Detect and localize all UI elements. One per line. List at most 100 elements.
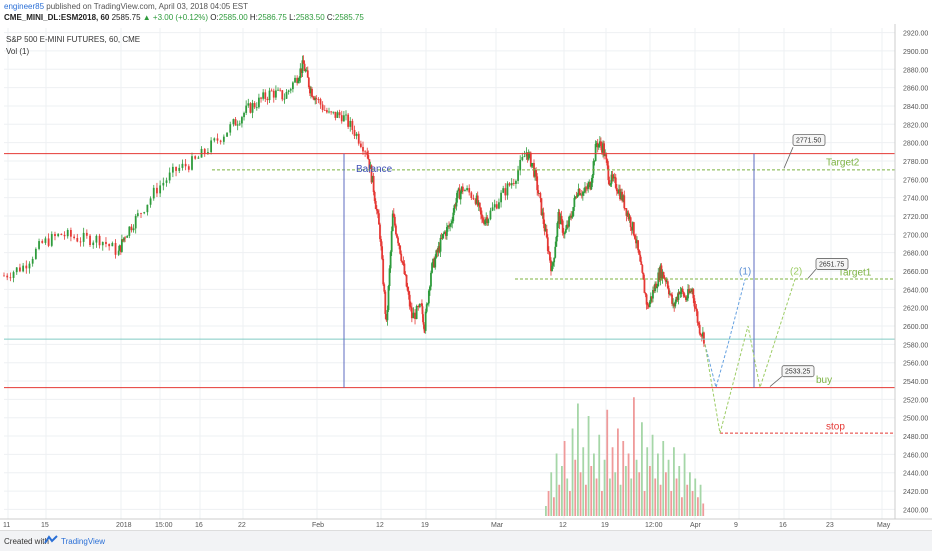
candle-body (389, 251, 392, 269)
candle-body (424, 311, 427, 331)
candle-body (592, 161, 595, 176)
candle-body (561, 220, 564, 233)
candle-body (487, 219, 490, 224)
candle-body (440, 237, 443, 239)
candle-body (143, 212, 146, 214)
tradingview-brand[interactable]: TradingView (61, 537, 106, 546)
candle-body (323, 109, 326, 111)
candle-body (644, 292, 647, 295)
volume-bar (579, 472, 582, 516)
candle-body (22, 265, 25, 272)
price-tick-label: 2760.00 (903, 177, 928, 184)
created-with-text: Created with (4, 537, 49, 546)
time-axis[interactable]: 11 15 2018 15:00 16 22 Feb 12 19 Mar 12 19 12:00 Apr 9… (0, 518, 932, 529)
candle-body (114, 242, 117, 255)
candle-body (378, 213, 380, 225)
candle-body (438, 246, 441, 252)
candle-body (262, 92, 265, 99)
author-link[interactable]: engineer85 (4, 2, 45, 11)
volume-bar (651, 434, 654, 516)
candle-body (275, 90, 277, 98)
candle-body (629, 217, 632, 228)
candle-body (417, 306, 420, 308)
price-chart[interactable]: S&P 500 E-MINI FUTURES, 60, CME Vol (1) … (0, 24, 932, 530)
symbol-label[interactable]: CME_MINI_DL:ESM2018, 60 (4, 13, 110, 22)
candle-body (692, 288, 695, 299)
candle-body (457, 188, 460, 191)
price-tick-label: 2600.00 (903, 324, 928, 331)
candle-body (506, 183, 509, 196)
candle-body (610, 174, 613, 184)
candle-body (534, 170, 536, 177)
candle-body (414, 312, 416, 319)
price-tick-label: 2820.00 (903, 122, 928, 129)
candle-body (510, 183, 513, 186)
price-axis[interactable]: 2920.00 2900.00 2880.00 2860.00 2840.00 2820.… (894, 24, 932, 530)
candle-body (696, 311, 699, 323)
time-tick-label: 2018 (116, 522, 132, 529)
candle-body (543, 224, 546, 232)
candle-body (369, 165, 372, 169)
callout-target2-pointer (783, 147, 794, 169)
candle-body (76, 238, 79, 242)
candle-body (281, 90, 284, 100)
volume-bar (571, 428, 574, 516)
candle-body (609, 183, 612, 186)
volume-bar (675, 478, 678, 516)
candle-body (405, 274, 408, 287)
candle-body (675, 297, 678, 302)
candle-body (590, 182, 593, 190)
candle-body (207, 152, 209, 154)
candle-body (665, 281, 668, 283)
callout-target1-pointer (807, 268, 817, 279)
candle-body (615, 187, 618, 192)
volume-bar (702, 503, 705, 516)
candle-body (334, 111, 337, 118)
candle-body (536, 176, 539, 191)
volume-bar (638, 472, 641, 516)
candle-body (175, 166, 177, 171)
price-tick-label: 2460.00 (903, 452, 928, 459)
volume-bar (563, 441, 566, 516)
candle-body (34, 248, 37, 259)
candle-body (50, 233, 53, 246)
volume-bar (625, 466, 627, 516)
callout-target2-box (792, 134, 826, 147)
candle-body (578, 188, 581, 196)
chart-area[interactable]: S&P 500 E-MINI FUTURES, 60, CME Vol (1) … (0, 24, 932, 530)
candle-body (219, 140, 222, 142)
candle-body (234, 119, 237, 126)
candle-body (539, 193, 542, 199)
balance-label: Balance (356, 164, 393, 175)
candle-body (551, 265, 553, 272)
candle-body (475, 195, 478, 204)
volume-bar (561, 466, 563, 516)
candle-body (468, 188, 471, 193)
candle-body (404, 274, 407, 275)
candle-body (683, 296, 686, 298)
candle-body (171, 166, 174, 173)
volume-bar (622, 441, 625, 516)
candle-body (443, 231, 446, 234)
candle-body (635, 238, 637, 244)
candle-body (305, 70, 308, 72)
price-tick-label: 2520.00 (903, 397, 928, 404)
candle-body (146, 204, 149, 213)
volume-bar (590, 466, 593, 516)
candle-body (577, 188, 580, 195)
candle-body (178, 167, 181, 171)
candle-body (418, 303, 421, 308)
time-tick-label: 11 (3, 522, 10, 529)
candle-body (317, 99, 320, 100)
candle-body (690, 291, 693, 292)
candle-body (301, 60, 304, 73)
price-tick-label: 2800.00 (903, 141, 928, 148)
candle-body (446, 227, 448, 236)
candle-body (347, 114, 350, 127)
time-tick-label: 15 (41, 522, 49, 529)
price-tick-label: 2620.00 (903, 306, 928, 313)
candle-body (456, 190, 459, 199)
candle-body (681, 288, 684, 293)
candle-body (447, 225, 449, 228)
candle-body (85, 232, 88, 236)
